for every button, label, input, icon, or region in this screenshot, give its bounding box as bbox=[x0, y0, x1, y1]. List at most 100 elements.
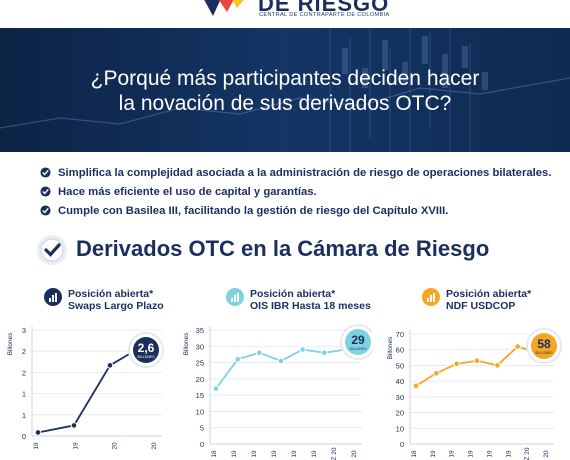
x-tick-label: 19 bbox=[251, 450, 258, 458]
x-tick-label: 19 bbox=[505, 450, 512, 458]
y-tick-label: 20 bbox=[196, 375, 204, 384]
series-line bbox=[37, 343, 147, 434]
x-tick-label: 20 bbox=[151, 442, 158, 450]
data-point bbox=[514, 343, 521, 350]
logo-header: DE RIESGO CENTRAL DE CONTRAPARTE DE COLO… bbox=[0, 0, 570, 28]
x-tick-label: Z 20 bbox=[524, 447, 531, 460]
x-tick-label: 19 bbox=[468, 450, 475, 458]
logo-icon bbox=[204, 0, 244, 16]
check-badge-icon bbox=[37, 235, 67, 265]
hero-title: ¿Porqué más participantes deciden hacer … bbox=[0, 66, 570, 116]
y-tick-label: 35 bbox=[196, 326, 204, 335]
y-tick-label: 30 bbox=[196, 342, 204, 351]
y-tick-label: 70 bbox=[396, 330, 404, 339]
x-tick-label: 18 bbox=[211, 450, 218, 458]
y-tick-label: 25 bbox=[196, 359, 204, 368]
y-tick-label: 1 bbox=[22, 390, 26, 399]
y-tick-label: 5 bbox=[200, 424, 204, 433]
y-tick-label: 1 bbox=[22, 411, 26, 420]
chart-title-line2: Swaps Largo Plazo bbox=[68, 300, 164, 312]
data-point bbox=[70, 422, 78, 429]
x-tick-label: Z 20 bbox=[331, 447, 338, 460]
y-tick-label: 2 bbox=[22, 347, 26, 356]
y-tick-label: 0 bbox=[22, 432, 26, 441]
value-badge-unit: BILLONES bbox=[349, 347, 367, 351]
check-circle-icon bbox=[40, 167, 51, 178]
list-item: Hace más eficiente el uso de capital y g… bbox=[40, 185, 560, 204]
y-axis-label: Billones bbox=[7, 332, 14, 356]
list-item: Simplifica la complejidad asociada a la … bbox=[40, 166, 560, 185]
data-point bbox=[106, 362, 114, 369]
x-tick-label: 20 bbox=[351, 450, 358, 458]
brand-tagline: CENTRAL DE CONTRAPARTE DE COLOMBIA bbox=[259, 12, 390, 18]
value-badge-unit: BILLONES bbox=[535, 351, 553, 355]
data-point bbox=[321, 349, 328, 357]
y-tick-label: 50 bbox=[396, 361, 404, 370]
data-point bbox=[234, 356, 241, 363]
value-badge bbox=[531, 333, 557, 359]
y-tick-label: 2 bbox=[22, 368, 26, 377]
bar-chart-icon bbox=[422, 288, 440, 306]
check-circle-icon bbox=[40, 186, 51, 197]
x-tick-label: 19 bbox=[231, 450, 238, 458]
benefits-list: Simplifica la complejidad asociada a la … bbox=[40, 166, 560, 223]
chart-title-line2: NDF USDCOP bbox=[446, 300, 516, 312]
data-point bbox=[453, 360, 460, 368]
chart-title-line1: Posición abierta* bbox=[68, 288, 154, 300]
line-chart-ois: 0 5 10 15 20 25 30 35 Billones 18 19 19 19 19 19 Z 20 20… bbox=[183, 324, 372, 460]
x-tick-label: 18 bbox=[411, 450, 418, 458]
x-tick-label: 19 bbox=[430, 450, 437, 458]
chart-title-line1: Posición abierta* bbox=[250, 288, 336, 300]
value-badge-number: 29 bbox=[351, 333, 365, 347]
y-tick-label: 10 bbox=[396, 424, 404, 433]
x-tick-label: 19 bbox=[271, 450, 278, 458]
hero-banner: ¿Porqué más participantes deciden hacer … bbox=[0, 28, 570, 152]
x-tick-label: 19 bbox=[33, 442, 40, 450]
x-tick-label: 19 bbox=[72, 442, 79, 450]
y-tick-label: 30 bbox=[396, 393, 404, 402]
data-point bbox=[34, 429, 42, 436]
data-point bbox=[256, 349, 263, 357]
y-tick-label: 0 bbox=[200, 440, 204, 449]
value-badge-unit: BILLONES bbox=[137, 355, 155, 359]
y-axis-label: Billones bbox=[183, 332, 190, 356]
y-tick-label: 0 bbox=[400, 440, 404, 449]
x-tick-label: 19 bbox=[311, 450, 318, 458]
y-tick-label: 40 bbox=[396, 377, 404, 386]
value-badge bbox=[345, 329, 371, 355]
x-tick-label: 20 bbox=[543, 450, 550, 458]
data-point bbox=[212, 385, 220, 392]
brand-name: DE RIESGO bbox=[258, 0, 390, 16]
list-item-text: Hace más eficiente el uso de capital y g… bbox=[58, 186, 317, 198]
hero-background bbox=[0, 28, 570, 152]
hero-title-line2: la novación de sus derivados OTC? bbox=[118, 92, 452, 115]
y-tick-label: 20 bbox=[396, 409, 404, 418]
y-tick-label: 15 bbox=[196, 391, 204, 400]
x-tick-label: 19 bbox=[486, 450, 493, 458]
data-point bbox=[473, 357, 481, 365]
list-item: Cumple con Basilea III, facilitando la g… bbox=[40, 204, 560, 223]
value-badge-number: 2,6 bbox=[138, 341, 155, 355]
chart-title-line1: Posición abierta* bbox=[446, 288, 532, 300]
hero-title-line1: ¿Porqué más participantes deciden hacer bbox=[90, 67, 480, 90]
x-tick-label: 20 bbox=[112, 442, 119, 450]
value-badge-number: 58 bbox=[537, 337, 551, 351]
list-item-text: Simplifica la complejidad asociada a la … bbox=[58, 167, 552, 179]
section-title: Derivados OTC en la Cámara de Riesgo bbox=[76, 236, 490, 261]
value-badge bbox=[133, 337, 159, 363]
data-point bbox=[433, 369, 440, 377]
data-point bbox=[299, 346, 306, 353]
data-point bbox=[277, 357, 285, 365]
data-point bbox=[412, 382, 420, 390]
x-tick-label: 19 bbox=[291, 450, 298, 458]
series-line bbox=[415, 345, 539, 387]
bar-chart-icon bbox=[226, 288, 244, 306]
y-tick-label: 60 bbox=[396, 346, 404, 355]
check-circle-icon bbox=[40, 205, 51, 216]
data-point bbox=[494, 362, 501, 369]
x-tick-label: 19 bbox=[449, 450, 456, 458]
list-item-text: Cumple con Basilea III, facilitando la g… bbox=[58, 205, 449, 217]
y-tick-label: 3 bbox=[22, 326, 26, 335]
